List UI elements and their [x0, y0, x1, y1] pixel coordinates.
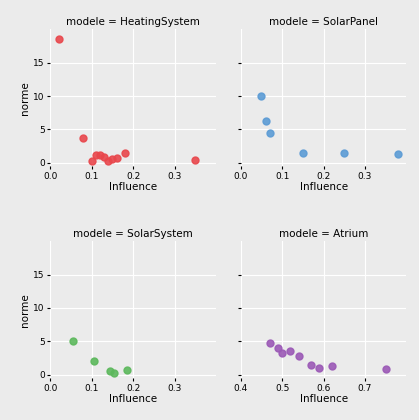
Title: modele = SolarPanel: modele = SolarPanel	[269, 17, 378, 27]
Point	[328, 362, 335, 369]
Point	[101, 153, 107, 160]
Point	[97, 152, 103, 159]
Point	[124, 367, 130, 373]
Point	[55, 36, 62, 43]
X-axis label: Influence: Influence	[109, 182, 157, 192]
Point	[279, 349, 285, 356]
Point	[105, 158, 111, 165]
Point	[266, 339, 273, 346]
Point	[80, 135, 87, 142]
Y-axis label: norme: norme	[21, 81, 31, 115]
Point	[93, 151, 99, 158]
Point	[70, 338, 76, 345]
Point	[122, 150, 128, 157]
Title: modele = HeatingSystem: modele = HeatingSystem	[66, 17, 200, 27]
Point	[262, 118, 269, 124]
Point	[192, 157, 199, 163]
Point	[107, 368, 114, 375]
Point	[109, 155, 116, 162]
Point	[88, 158, 95, 164]
Point	[113, 155, 120, 161]
Point	[316, 365, 323, 371]
Point	[308, 362, 315, 369]
Point	[341, 150, 348, 156]
Title: modele = Atrium: modele = Atrium	[279, 229, 368, 239]
Point	[287, 348, 294, 354]
Y-axis label: norme: norme	[21, 293, 31, 326]
Point	[275, 345, 282, 352]
Title: modele = SolarSystem: modele = SolarSystem	[73, 229, 193, 239]
Point	[111, 369, 118, 376]
X-axis label: Influence: Influence	[300, 394, 348, 404]
Point	[258, 93, 265, 100]
Point	[395, 151, 401, 158]
Point	[295, 353, 302, 360]
Point	[383, 366, 389, 373]
Point	[91, 358, 97, 365]
Point	[266, 129, 273, 136]
Point	[300, 150, 306, 156]
X-axis label: Influence: Influence	[300, 182, 348, 192]
X-axis label: Influence: Influence	[109, 394, 157, 404]
